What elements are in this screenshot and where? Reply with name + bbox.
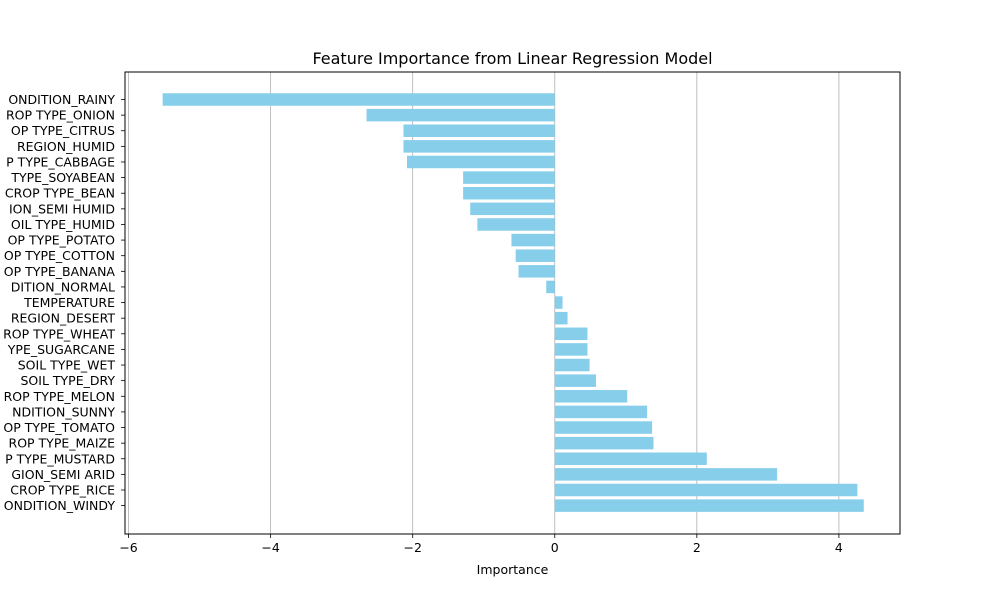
bar [554, 499, 864, 512]
bar [407, 155, 555, 169]
y-tick-label: ONDITION_WINDY [4, 498, 116, 513]
y-tick-label: OP TYPE_BANANA [4, 264, 116, 279]
plot-frame [124, 71, 901, 535]
y-tick-label: P TYPE_CABBAGE [6, 154, 115, 169]
y-tick-label: ONDITION_RAINY [8, 92, 115, 107]
y-tick-label: OP TYPE_CITRUS [11, 123, 115, 138]
y-tick-label: TYPE_SOYABEAN [10, 170, 115, 185]
y-tick-label: OP TYPE_POTATO [8, 233, 116, 248]
y-tick-label: ROP TYPE_WHEAT [3, 326, 115, 341]
bar [554, 436, 654, 450]
y-tick-label: OP TYPE_COTTON [4, 248, 115, 263]
bar [554, 390, 628, 403]
bar [366, 108, 555, 122]
y-tick-label: NDITION_SUNNY [12, 404, 115, 419]
y-tick-label: CROP TYPE_RICE [10, 483, 115, 498]
x-tick-label: −2 [403, 540, 421, 555]
y-tick-label: P TYPE_MUSTARD [5, 451, 115, 466]
bar [511, 233, 555, 247]
bar [470, 202, 555, 216]
bar [162, 93, 555, 106]
bar [403, 124, 555, 137]
bar [515, 249, 555, 262]
x-tick-label: −6 [119, 540, 137, 555]
chart-title: Feature Importance from Linear Regressio… [312, 49, 712, 68]
y-tick-label: DITION_NORMAL [11, 279, 115, 294]
y-tick-label: REGION_HUMID [17, 139, 115, 154]
y-tick-label: ROP TYPE_ONION [6, 108, 115, 123]
bar [554, 343, 588, 356]
bar [463, 186, 555, 200]
y-tick-label: ROP TYPE_MELON [4, 389, 115, 404]
y-tick-label: ROP TYPE_MAIZE [9, 436, 116, 451]
bar [477, 218, 555, 231]
y-tick-label: CROP TYPE_BEAN [5, 186, 115, 201]
bar [463, 171, 555, 184]
bar [554, 311, 568, 325]
bar [554, 358, 590, 372]
x-tick-label: 0 [551, 540, 559, 555]
x-axis-ticks: −6 −4 −2 0 2 4 [119, 534, 843, 555]
bar [554, 483, 858, 497]
y-tick-label: SOIL TYPE_WET [18, 358, 116, 373]
y-tick-label: ION_SEMI HUMID [9, 201, 115, 216]
x-tick-label: 4 [835, 540, 843, 555]
bar [554, 296, 563, 309]
x-axis-label: Importance [477, 562, 549, 577]
bar [554, 405, 648, 419]
y-tick-label: OP TYPE_TOMATO [3, 420, 115, 435]
bars [162, 93, 864, 512]
bar [554, 327, 588, 341]
bar [554, 452, 707, 466]
bar [403, 140, 555, 153]
y-tick-label: TEMPERATURE [23, 295, 115, 310]
x-tick-label: −4 [261, 540, 279, 555]
bar [554, 374, 596, 387]
bar [518, 265, 555, 278]
bar [546, 280, 555, 294]
bar [554, 421, 653, 434]
y-tick-label: YPE_SUGARCANE [7, 342, 115, 357]
y-tick-label: GION_SEMI ARID [11, 467, 115, 482]
bar [554, 468, 778, 481]
x-tick-label: 2 [693, 540, 701, 555]
y-tick-label: REGION_DESERT [11, 311, 116, 326]
y-tick-label: OIL TYPE_HUMID [11, 217, 115, 232]
y-tick-label: SOIL TYPE_DRY [20, 373, 115, 388]
